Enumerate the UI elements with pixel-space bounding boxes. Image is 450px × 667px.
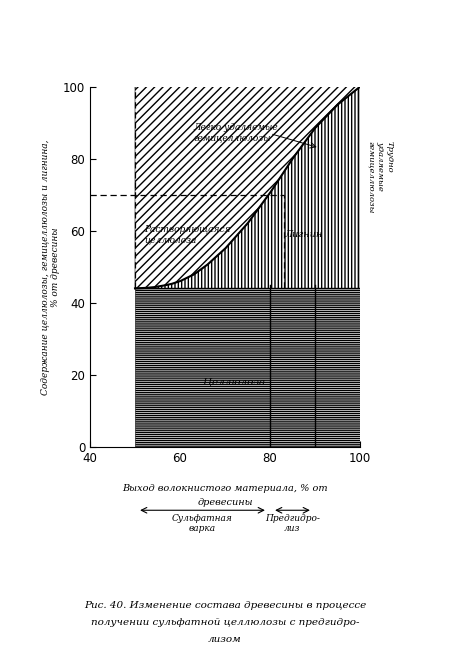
Text: Выход волокнистого материала, % от: Выход волокнистого материала, % от: [122, 484, 328, 492]
Text: Сульфатная
варка: Сульфатная варка: [172, 514, 233, 533]
Text: древесины: древесины: [197, 498, 253, 507]
Polygon shape: [135, 87, 360, 288]
Text: лизом: лизом: [208, 635, 242, 644]
Polygon shape: [135, 87, 360, 288]
Text: получении сульфатной целлюлозы с предгидро-: получении сульфатной целлюлозы с предгид…: [91, 618, 359, 627]
Text: Трудно
удаляемые
гемицеллюлозы: Трудно удаляемые гемицеллюлозы: [367, 141, 393, 213]
Text: Лигнин: Лигнин: [284, 230, 323, 239]
Polygon shape: [135, 288, 360, 447]
Text: Растворяющаяся
целлюлоза: Растворяющаяся целлюлоза: [144, 225, 230, 244]
Text: Рис. 40. Изменение состава древесины в процессе: Рис. 40. Изменение состава древесины в п…: [84, 602, 366, 610]
Y-axis label: Содержание целлюлозы, гемицеллюлозы и лигнина,
% от древесины: Содержание целлюлозы, гемицеллюлозы и ли…: [40, 139, 60, 395]
Text: Целлюлоза: Целлюлоза: [203, 378, 265, 387]
Text: Легко удаляемые
гемицеллюлозы: Легко удаляемые гемицеллюлозы: [194, 123, 278, 142]
Text: Предгидро-
лиз: Предгидро- лиз: [265, 514, 320, 533]
